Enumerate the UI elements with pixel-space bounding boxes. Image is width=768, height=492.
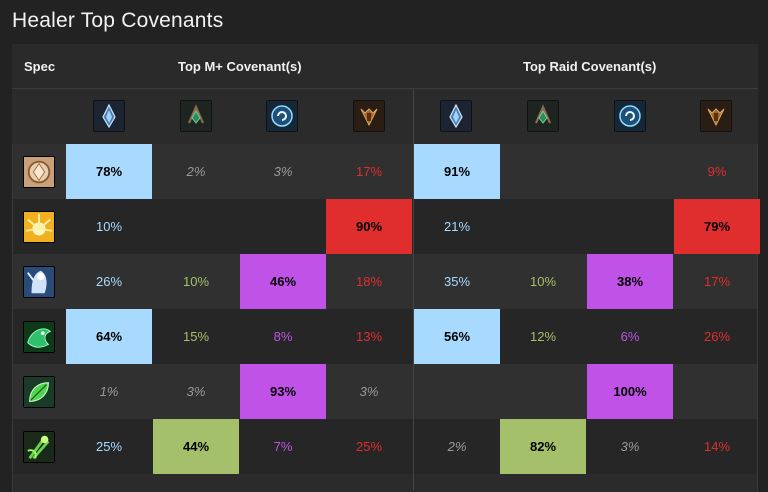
cell-mplus-kyrian: 64% (66, 309, 152, 364)
cell-mplus-kyrian: 25% (95, 439, 123, 454)
venthyr-icon (700, 100, 732, 132)
discipline-priest-icon (23, 266, 55, 298)
restoration-druid-icon (23, 376, 55, 408)
night-fae-icon (266, 100, 298, 132)
cell-mplus-necrolord (153, 199, 239, 254)
kyrian-icon (440, 100, 472, 132)
cell-mplus-kyrian: 78% (66, 144, 152, 199)
venthyr-icon (353, 100, 385, 132)
cell-raid-kyrian: 91% (414, 144, 500, 199)
necrolord-icon (527, 100, 559, 132)
cell-mplus-venthyr: 90% (326, 199, 412, 254)
cell-raid-necrolord (500, 199, 586, 254)
column-divider (413, 89, 414, 491)
cell-raid-kyrian (414, 364, 500, 419)
table-header (12, 44, 758, 89)
cell-raid-kyrian: 35% (443, 274, 471, 289)
cell-mplus-kyrian: 1% (99, 384, 119, 399)
cell-raid-venthyr: 17% (703, 274, 731, 289)
header-spec: Spec (24, 59, 56, 74)
cell-mplus-night-fae: 93% (240, 364, 326, 419)
holy-priest-icon (23, 211, 55, 243)
header-top-raid: Top Raid Covenant(s) (523, 59, 657, 74)
cell-mplus-night-fae: 46% (240, 254, 326, 309)
cell-mplus-necrolord: 3% (186, 384, 206, 399)
cell-raid-venthyr: 14% (703, 439, 731, 454)
cell-mplus-kyrian: 26% (95, 274, 123, 289)
cell-raid-kyrian: 56% (414, 309, 500, 364)
cell-raid-night-fae: 3% (620, 439, 640, 454)
cell-mplus-night-fae: 3% (273, 164, 293, 179)
cell-mplus-necrolord: 10% (182, 274, 210, 289)
holy-paladin-icon (23, 156, 55, 188)
cell-mplus-night-fae (240, 199, 326, 254)
mistweaver-monk-icon (23, 321, 55, 353)
table-row (13, 419, 757, 474)
cell-mplus-necrolord: 15% (182, 329, 210, 344)
page-title: Healer Top Covenants (12, 9, 224, 32)
cell-raid-venthyr: 26% (703, 329, 731, 344)
cell-raid-night-fae (587, 199, 673, 254)
cell-raid-necrolord: 82% (500, 419, 586, 474)
cell-raid-night-fae: 100% (587, 364, 673, 419)
cell-raid-necrolord (500, 364, 586, 419)
cell-mplus-night-fae: 8% (273, 329, 293, 344)
cell-raid-necrolord: 12% (529, 329, 557, 344)
cell-mplus-venthyr: 18% (355, 274, 383, 289)
cell-mplus-venthyr: 3% (359, 384, 379, 399)
cell-raid-necrolord: 10% (529, 274, 557, 289)
kyrian-icon (93, 100, 125, 132)
cell-raid-kyrian: 2% (447, 439, 467, 454)
cell-raid-venthyr (674, 364, 760, 419)
restoration-shaman-icon (23, 431, 55, 463)
cell-raid-night-fae: 6% (620, 329, 640, 344)
cell-mplus-venthyr: 13% (355, 329, 383, 344)
cell-raid-night-fae: 38% (587, 254, 673, 309)
cell-raid-kyrian: 21% (443, 219, 471, 234)
cell-mplus-kyrian: 10% (95, 219, 123, 234)
cell-raid-necrolord (500, 144, 586, 199)
cell-raid-venthyr: 79% (674, 199, 760, 254)
night-fae-icon (614, 100, 646, 132)
cell-raid-venthyr: 9% (707, 164, 727, 179)
cell-mplus-venthyr: 25% (355, 439, 383, 454)
cell-mplus-venthyr: 17% (355, 164, 383, 179)
cell-mplus-necrolord: 2% (186, 164, 206, 179)
header-top-mplus: Top M+ Covenant(s) (178, 59, 302, 74)
cell-mplus-necrolord: 44% (153, 419, 239, 474)
necrolord-icon (180, 100, 212, 132)
cell-raid-night-fae (587, 144, 673, 199)
cell-mplus-night-fae: 7% (273, 439, 293, 454)
